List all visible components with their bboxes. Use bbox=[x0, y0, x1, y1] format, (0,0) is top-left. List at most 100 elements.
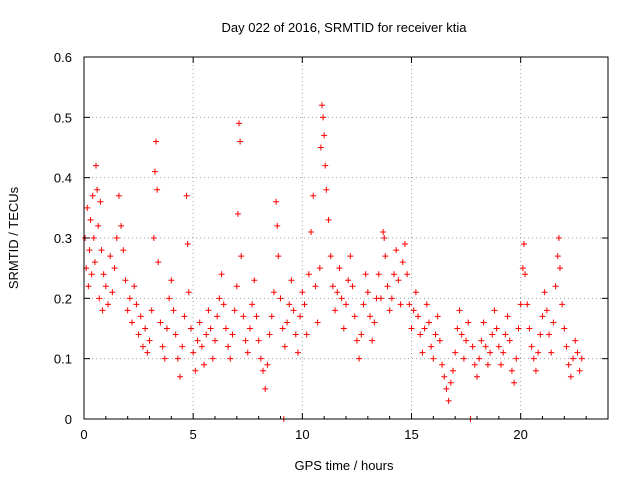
data-point bbox=[288, 277, 295, 284]
data-point bbox=[384, 283, 391, 290]
data-point bbox=[524, 301, 531, 308]
data-point bbox=[207, 325, 214, 332]
data-point bbox=[233, 283, 240, 290]
data-point bbox=[572, 337, 579, 344]
data-point bbox=[528, 343, 535, 350]
data-point bbox=[500, 349, 507, 356]
data-point bbox=[332, 307, 339, 314]
data-point bbox=[425, 319, 432, 326]
data-point bbox=[120, 247, 127, 254]
data-point bbox=[91, 259, 98, 266]
x-tick-label: 0 bbox=[80, 427, 87, 442]
data-point bbox=[537, 331, 544, 338]
data-point bbox=[369, 337, 376, 344]
data-point bbox=[322, 162, 329, 169]
data-point bbox=[174, 355, 181, 362]
data-point bbox=[294, 349, 301, 356]
y-tick-label: 0.1 bbox=[54, 352, 72, 367]
data-point bbox=[443, 385, 450, 392]
data-point bbox=[478, 337, 485, 344]
data-point bbox=[231, 307, 238, 314]
data-point bbox=[246, 325, 253, 332]
data-point bbox=[371, 319, 378, 326]
data-point bbox=[484, 361, 491, 368]
data-point bbox=[194, 337, 201, 344]
data-point bbox=[303, 331, 310, 338]
data-point bbox=[187, 325, 194, 332]
y-tick-label: 0.4 bbox=[54, 171, 72, 186]
data-point bbox=[144, 349, 151, 356]
data-point bbox=[142, 325, 149, 332]
data-point bbox=[428, 343, 435, 350]
data-point bbox=[310, 192, 317, 199]
data-point bbox=[98, 247, 105, 254]
data-point bbox=[220, 301, 227, 308]
data-point bbox=[163, 325, 170, 332]
data-point bbox=[356, 355, 363, 362]
data-point bbox=[90, 235, 97, 241]
data-point bbox=[406, 301, 413, 308]
data-point bbox=[318, 102, 325, 109]
data-point bbox=[157, 319, 164, 326]
data-point bbox=[102, 283, 109, 290]
data-point bbox=[546, 331, 553, 338]
data-point bbox=[122, 277, 129, 284]
data-point bbox=[214, 313, 221, 320]
data-point bbox=[257, 355, 264, 362]
data-point bbox=[493, 325, 500, 332]
data-point bbox=[212, 337, 218, 344]
data-point bbox=[430, 355, 437, 362]
data-point bbox=[131, 283, 138, 290]
data-point bbox=[552, 283, 559, 290]
data-point bbox=[559, 301, 566, 308]
data-point bbox=[155, 259, 162, 266]
data-point bbox=[351, 313, 358, 320]
data-point bbox=[399, 259, 406, 266]
data-point bbox=[137, 313, 144, 320]
data-point bbox=[290, 307, 297, 314]
data-point bbox=[519, 265, 526, 272]
data-point bbox=[465, 319, 472, 326]
data-point bbox=[561, 325, 568, 332]
data-point bbox=[526, 325, 533, 332]
data-point bbox=[434, 313, 441, 320]
data-point bbox=[89, 192, 96, 199]
y-tick-label: 0 bbox=[65, 412, 72, 427]
data-point bbox=[225, 343, 232, 350]
data-point bbox=[249, 301, 256, 308]
data-point bbox=[268, 313, 275, 320]
data-point bbox=[113, 235, 120, 241]
y-tick-label: 0.6 bbox=[54, 50, 72, 65]
data-point bbox=[362, 271, 369, 278]
data-point bbox=[166, 295, 173, 302]
x-axis-label: GPS time / hours bbox=[295, 458, 394, 473]
data-point bbox=[445, 397, 452, 404]
data-point bbox=[196, 319, 203, 326]
x-tick-label: 20 bbox=[513, 427, 527, 442]
data-point bbox=[541, 289, 548, 296]
data-point bbox=[447, 379, 454, 386]
y-axis-label: SRMTID / TECUs bbox=[6, 186, 21, 289]
data-point bbox=[277, 295, 284, 302]
data-point bbox=[240, 313, 247, 320]
data-point bbox=[115, 192, 122, 199]
data-point bbox=[375, 271, 382, 278]
y-tick-label: 0.5 bbox=[54, 110, 72, 125]
data-point bbox=[360, 301, 367, 308]
data-point bbox=[299, 289, 306, 296]
data-point bbox=[203, 331, 210, 338]
data-point bbox=[567, 373, 574, 380]
data-point bbox=[237, 138, 244, 145]
data-point bbox=[452, 349, 459, 356]
data-point bbox=[218, 271, 225, 278]
data-point bbox=[95, 222, 102, 229]
data-point bbox=[563, 343, 570, 350]
data-point bbox=[358, 331, 365, 338]
data-point bbox=[105, 301, 112, 308]
data-point bbox=[469, 343, 476, 350]
data-point bbox=[325, 216, 332, 223]
data-point bbox=[410, 307, 417, 314]
data-point bbox=[255, 337, 262, 344]
data-point bbox=[513, 355, 520, 362]
data-point bbox=[454, 325, 461, 332]
